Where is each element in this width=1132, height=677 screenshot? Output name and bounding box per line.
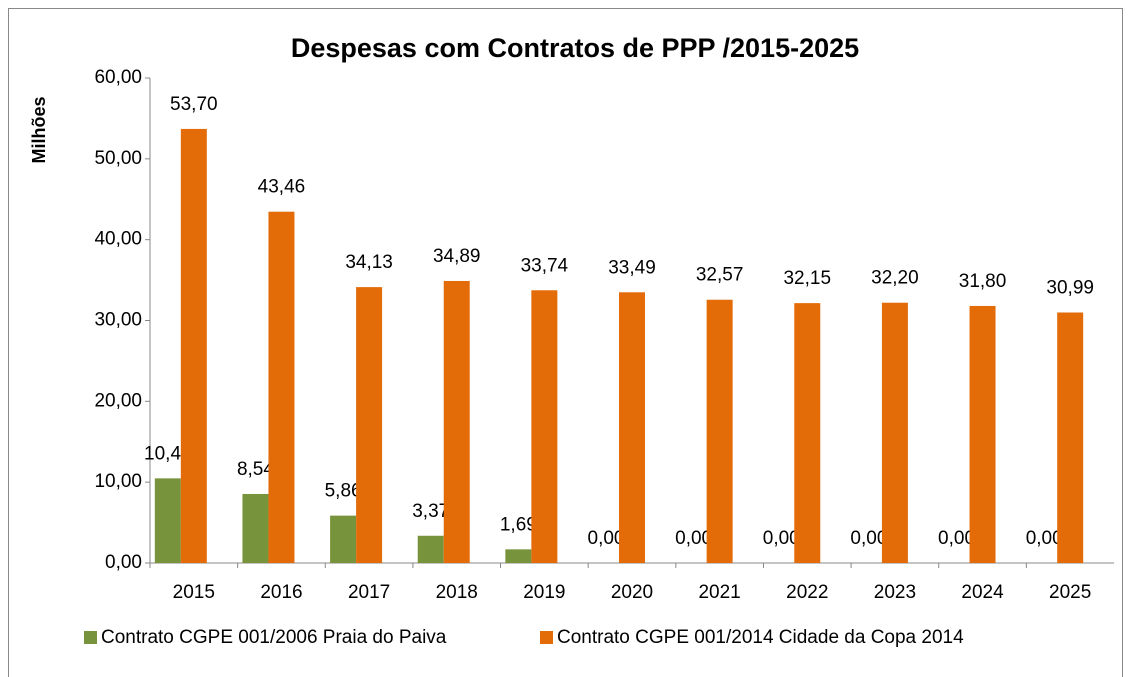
bar [1057, 312, 1084, 563]
value-label: 3,37 [412, 501, 449, 522]
x-tick-label: 2018 [436, 582, 478, 603]
chart-border [8, 8, 1123, 677]
y-tick-label: 50,00 [94, 148, 142, 169]
bar [443, 280, 470, 563]
value-label: 0,00 [763, 528, 800, 549]
value-label: 0,00 [1026, 528, 1063, 549]
value-label: 34,89 [433, 246, 481, 267]
value-label: 0,00 [588, 528, 625, 549]
legend-label: Contrato CGPE 001/2006 Praia do Paiva [101, 627, 447, 648]
x-tick-label: 2015 [173, 582, 215, 603]
bar [706, 299, 733, 563]
bar [619, 292, 645, 563]
value-label: 5,86 [325, 481, 362, 502]
legend-swatch [540, 631, 553, 644]
x-tick-label: 2017 [348, 582, 390, 603]
bar [242, 493, 269, 563]
x-tick-label: 2016 [260, 582, 302, 603]
legend-label: Contrato CGPE 001/2014 Cidade da Copa 20… [557, 627, 964, 648]
x-tick-label: 2023 [874, 582, 916, 603]
y-tick-label: 40,00 [94, 229, 142, 250]
x-tick-label: 2019 [523, 582, 565, 603]
bar [794, 303, 821, 563]
bar [417, 535, 444, 563]
y-tick-label: 0,00 [105, 552, 142, 573]
y-tick-label: 20,00 [94, 390, 142, 411]
value-label: 32,57 [696, 265, 744, 286]
y-tick-label: 10,00 [94, 471, 142, 492]
value-label: 1,69 [500, 514, 537, 535]
x-tick-label: 2021 [698, 582, 740, 603]
x-tick-label: 2022 [786, 582, 828, 603]
value-label: 30,99 [1046, 278, 1094, 299]
bar [330, 515, 357, 563]
value-label: 31,80 [959, 271, 1007, 292]
value-label: 33,74 [521, 255, 569, 276]
y-axis-label: Milhões [29, 96, 49, 163]
value-label: 34,13 [345, 252, 393, 273]
bar [881, 302, 908, 563]
x-tick-label: 2020 [611, 582, 653, 603]
bar [505, 549, 532, 563]
value-label: 32,15 [783, 268, 831, 289]
value-label: 33,49 [608, 257, 656, 278]
chart-title: Despesas com Contratos de PPP /2015-2025 [291, 33, 859, 63]
y-tick-label: 60,00 [94, 67, 142, 88]
bar [180, 128, 207, 564]
x-tick-label: 2024 [961, 582, 1004, 603]
legend-swatch [84, 631, 97, 644]
value-label: 8,54 [237, 459, 274, 480]
y-tick-label: 30,00 [94, 310, 142, 331]
value-label: 43,46 [258, 177, 306, 198]
bar [356, 287, 383, 563]
value-label: 0,00 [675, 528, 712, 549]
value-label: 32,20 [871, 268, 919, 289]
value-label: 0,00 [850, 528, 887, 549]
bar [531, 290, 558, 563]
value-label: 53,70 [170, 94, 218, 115]
value-label: 0,00 [938, 528, 975, 549]
bar [268, 211, 295, 563]
bar [969, 305, 996, 563]
value-label: 10,47 [144, 443, 192, 464]
bar [154, 478, 181, 563]
x-tick-label: 2025 [1049, 582, 1091, 603]
